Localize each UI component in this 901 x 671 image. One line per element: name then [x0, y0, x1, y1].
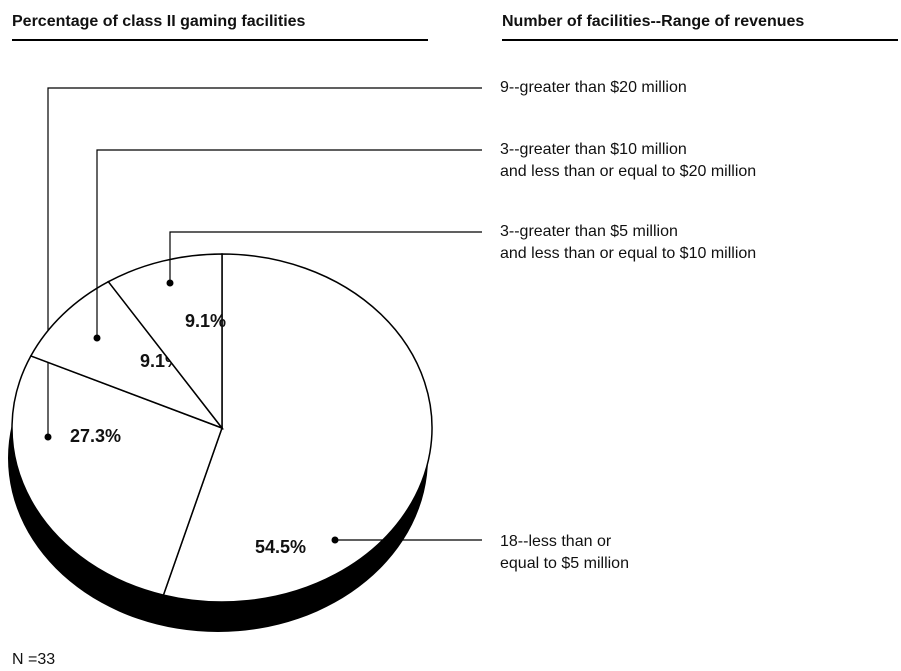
legend-title: Number of facilities--Range of revenues: [502, 13, 804, 30]
pie-slice: [107, 253, 223, 431]
legend-label: 3--greater than $5 million: [500, 223, 678, 240]
chart-title: Percentage of class II gaming facilities: [12, 13, 306, 30]
legend-label: 3--greater than $10 million: [500, 141, 687, 158]
legend-label: 18--less than or: [500, 533, 612, 550]
legend-label: and less than or equal to $10 million: [500, 245, 756, 262]
slice-label: 9.1%: [185, 311, 226, 331]
leader-dot: [166, 279, 174, 287]
slice-label: 54.5%: [255, 537, 306, 557]
legend-label: equal to $5 million: [500, 555, 629, 572]
leader-dot: [44, 433, 52, 441]
legend-label: and less than or equal to $20 million: [500, 163, 756, 180]
note: N =33: [12, 651, 55, 668]
leader-line: [96, 149, 482, 338]
legend-label: 9--greater than $20 million: [500, 79, 687, 96]
slice-label: 27.3%: [70, 426, 121, 446]
leader-dot: [331, 536, 339, 544]
leader-line: [169, 231, 482, 283]
leader-dot: [93, 334, 101, 342]
pie-slice: [11, 354, 223, 596]
pie-slice: [29, 280, 225, 430]
pie-slice: [162, 253, 433, 603]
leader-line: [47, 87, 482, 437]
